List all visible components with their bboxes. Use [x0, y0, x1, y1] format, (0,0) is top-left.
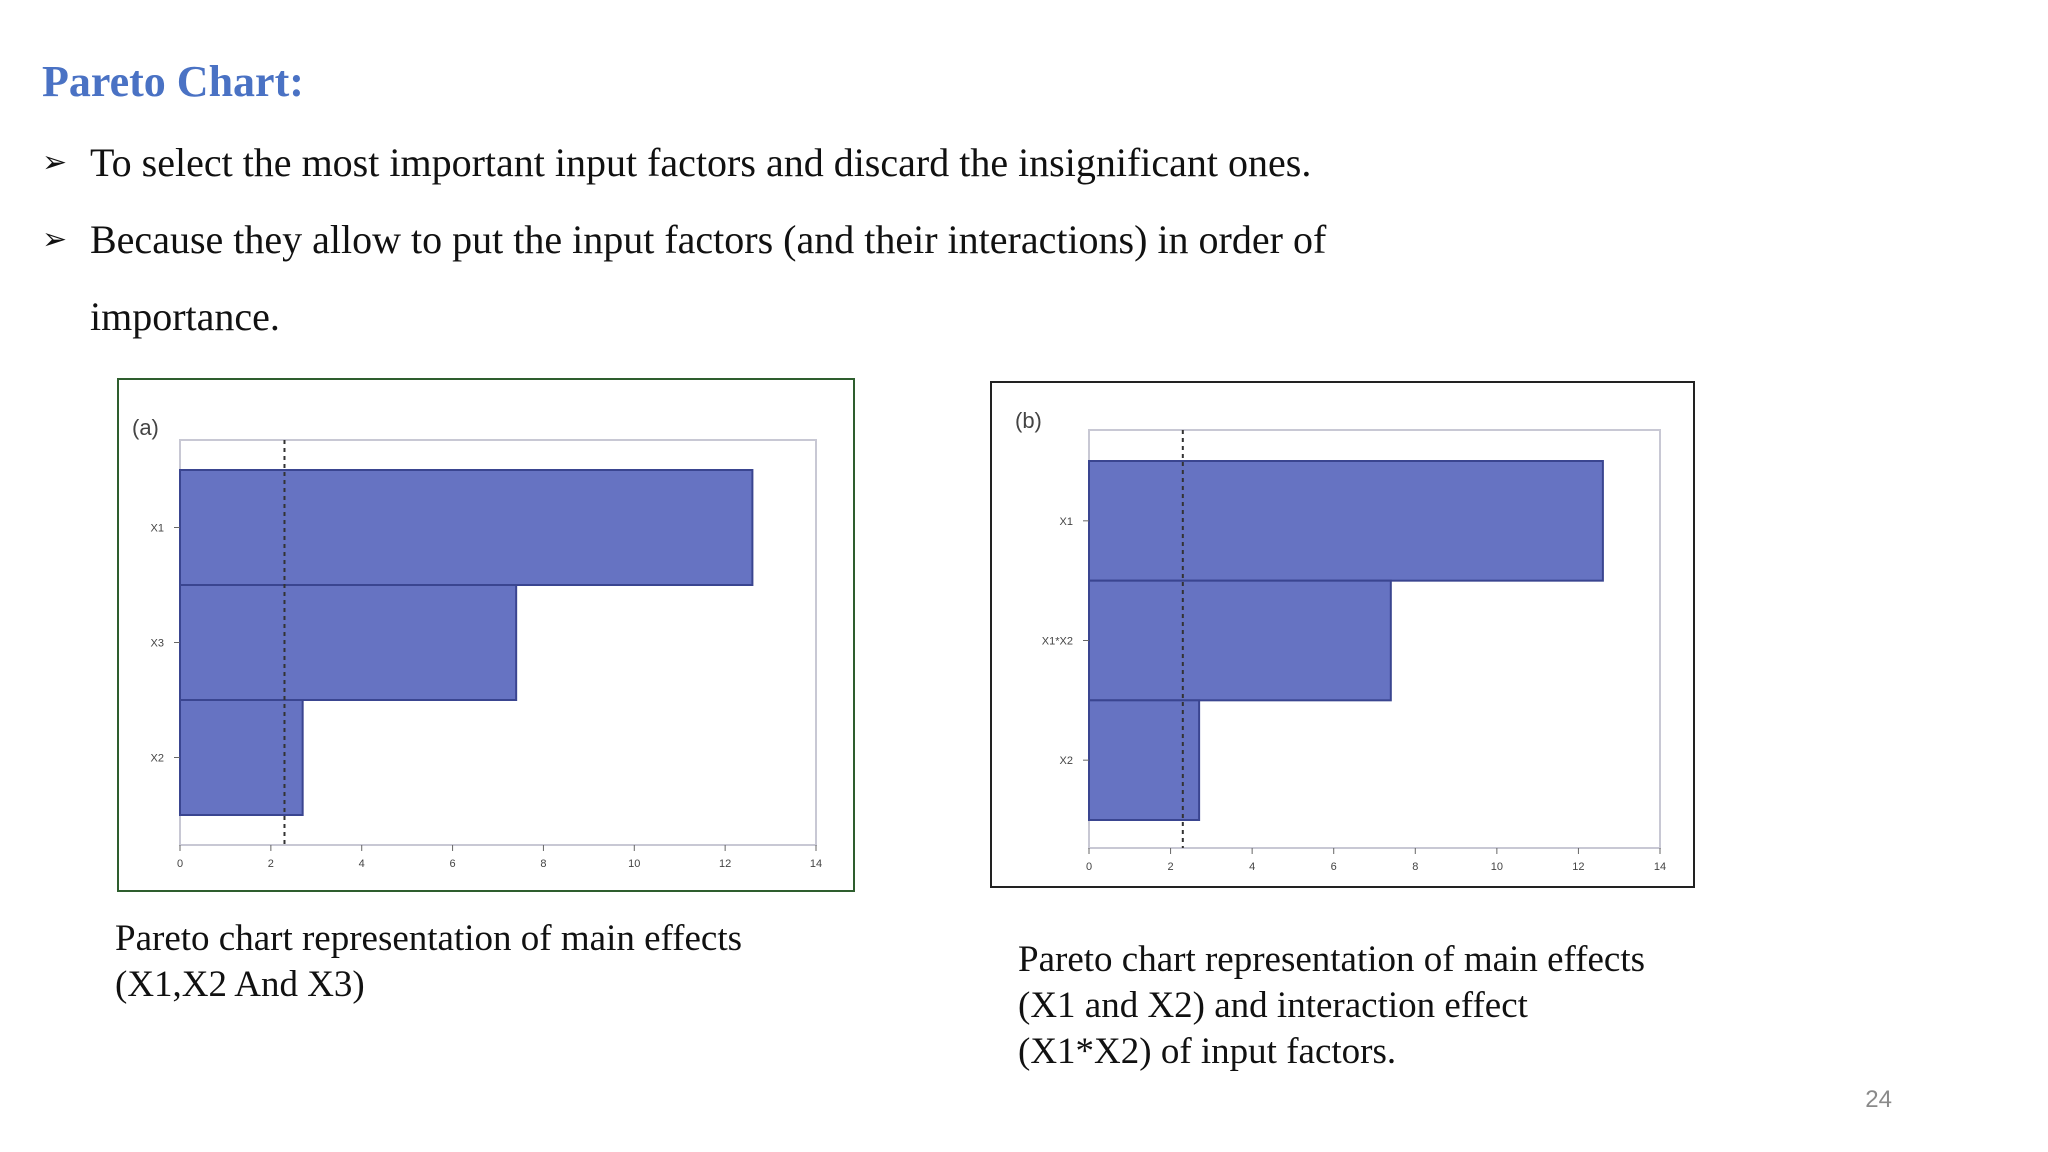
chart-b-ytick-label-2: X2 [1060, 755, 1073, 767]
chart-a-xtick-label-3: 6 [450, 858, 456, 870]
caption-b-line-1: Pareto chart representation of main effe… [1018, 939, 1646, 980]
arrow-bullet-icon: ➢ [42, 145, 68, 180]
chart-a-xtick-label-6: 12 [719, 858, 731, 870]
caption-a: Pareto chart representation of main effe… [115, 916, 742, 1008]
chart-a-ytick-label-0: X1 [151, 523, 164, 535]
chart-a-xtick-label-1: 2 [268, 858, 274, 870]
chart-b-bar-0 [1088, 460, 1604, 582]
chart-b-frame: (b) X1 X1*X2 X2 0 2 4 6 8 10 12 14 [990, 381, 1695, 888]
caption-b-line-3: (X1*X2) of input factors. [1018, 1031, 1397, 1072]
chart-b-xtick-label-4: 8 [1412, 861, 1418, 873]
chart-b-ytick-label-0: X1 [1060, 516, 1073, 528]
chart-a-bar-0 [179, 469, 754, 586]
bullet-1-text: To select the most important input facto… [90, 140, 1312, 185]
chart-b-xtick-label-7: 14 [1654, 861, 1666, 873]
chart-a-ytick-label-1: X3 [151, 638, 164, 650]
chart-b-xtick-label-6: 12 [1572, 861, 1584, 873]
page-number: 24 [1865, 1086, 1892, 1113]
chart-b-bar-2 [1088, 699, 1201, 822]
chart-a: (a) X1 X3 X2 0 2 4 6 8 10 12 14 [132, 415, 822, 870]
chart-b-panel-label: (b) [1015, 408, 1042, 433]
chart-a-bar-2 [179, 699, 304, 816]
chart-a-bar-1 [179, 584, 518, 701]
chart-a-xtick-label-4: 8 [540, 858, 546, 870]
bullet-2-line-2: importance. [90, 294, 280, 339]
chart-b-xtick-label-1: 2 [1168, 861, 1174, 873]
chart-a-ytick-label-2: X2 [151, 753, 164, 765]
chart-a-xtick-label-5: 10 [628, 858, 640, 870]
chart-b-xtick-label-0: 0 [1086, 861, 1092, 873]
caption-b-line-2: (X1 and X2) and interaction effect [1018, 985, 1528, 1026]
bullet-2: ➢ Because they allow to put the input fa… [42, 201, 1542, 361]
chart-b-xtick-label-5: 10 [1491, 861, 1503, 873]
slide-title: Pareto Chart: [42, 57, 304, 106]
chart-b-xtick-label-2: 4 [1249, 861, 1255, 873]
chart-a-xtick-label-7: 14 [810, 858, 822, 870]
chart-b-bar-1 [1088, 579, 1392, 702]
caption-a-line-2: (X1,X2 And X3) [115, 964, 365, 1005]
chart-a-xtick-label-2: 4 [359, 858, 365, 870]
bullet-1: ➢ To select the most important input fac… [42, 124, 1542, 204]
chart-a-xtick-label-0: 0 [177, 858, 183, 870]
bullet-2-line-1: Because they allow to put the input fact… [90, 217, 1327, 262]
chart-a-panel-label: (a) [132, 415, 159, 440]
caption-b: Pareto chart representation of main effe… [1018, 937, 1645, 1075]
chart-b-xtick-label-3: 6 [1331, 861, 1337, 873]
caption-a-line-1: Pareto chart representation of main effe… [115, 918, 743, 959]
arrow-bullet-icon: ➢ [42, 222, 68, 257]
chart-b: (b) X1 X1*X2 X2 0 2 4 6 8 10 12 14 [1015, 408, 1666, 873]
chart-a-frame: (a) X1 X3 X2 0 2 4 6 8 10 12 14 [117, 378, 855, 892]
chart-b-ytick-label-1: X1*X2 [1042, 636, 1073, 648]
